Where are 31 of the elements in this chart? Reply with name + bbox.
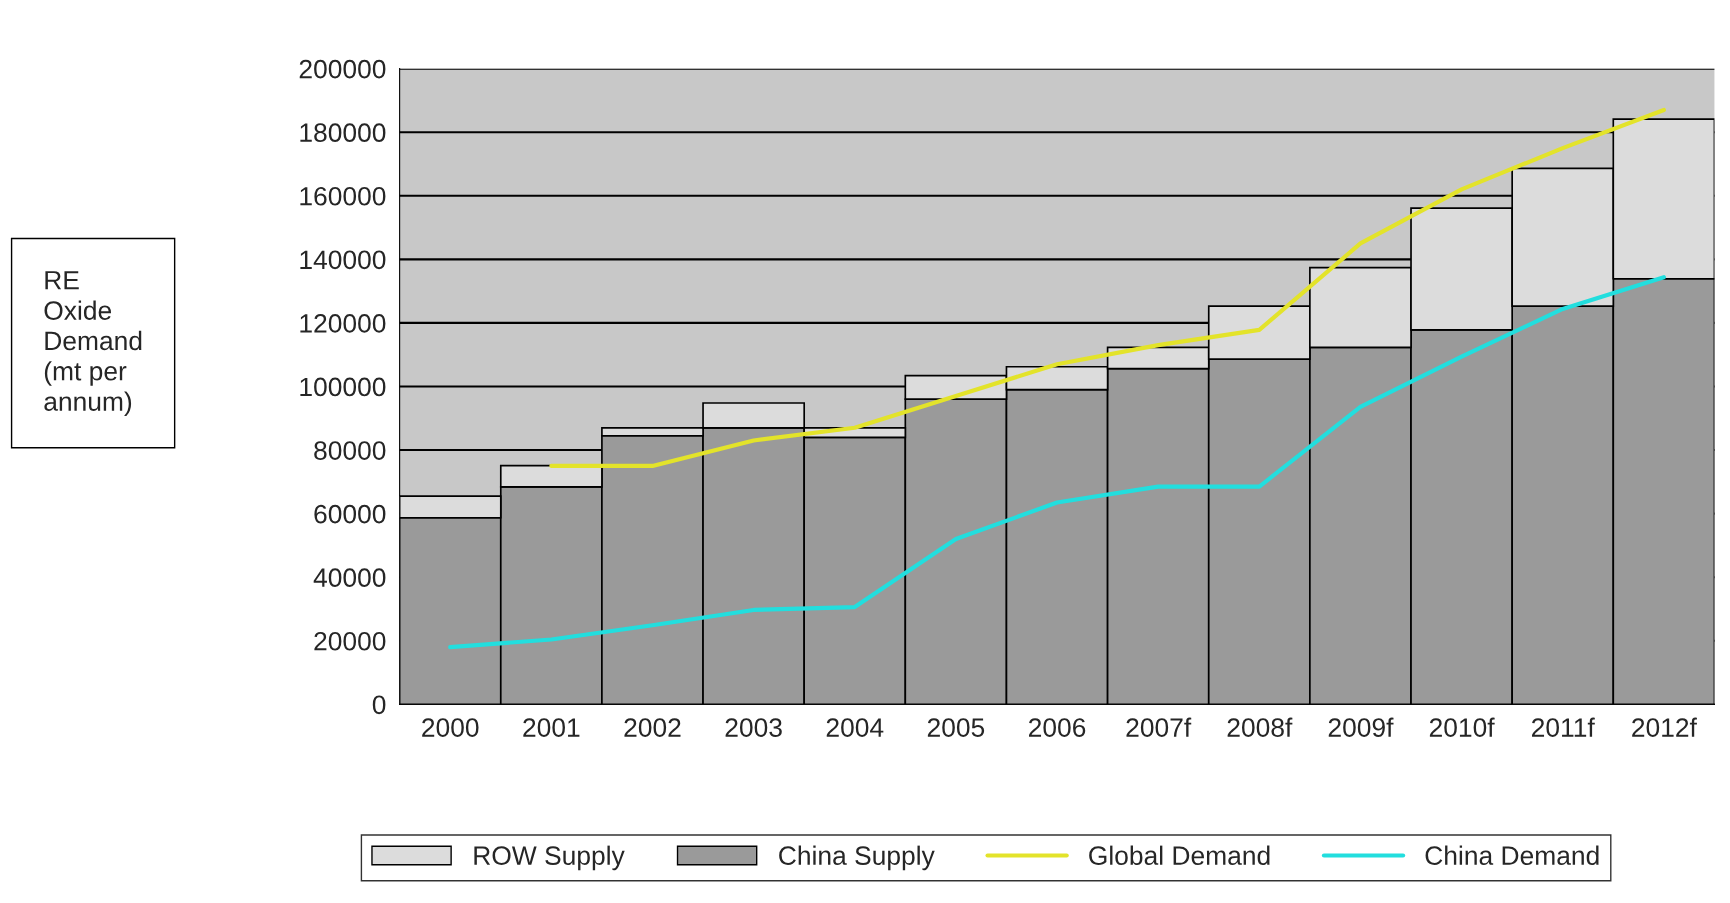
y-tick-label: 160000	[300, 186, 386, 206]
y-tick-label: 0	[372, 695, 386, 715]
x-tick-label: 2008f	[1227, 717, 1293, 737]
y-tick-label: 20000	[314, 631, 386, 651]
y-tick-label: 60000	[314, 504, 386, 524]
x-tick-label: 2007f	[1126, 717, 1192, 737]
y-tick-label: 40000	[313, 568, 386, 588]
y-tick-label: 120000	[300, 314, 386, 333]
x-tick-label: 2003	[725, 718, 782, 737]
y-tick-label: 180000	[300, 123, 386, 143]
legend-label: China Supply	[779, 845, 935, 871]
x-tick-label: 2010f	[1429, 717, 1495, 737]
x-tick-label: 2006	[1029, 718, 1086, 737]
x-tick-label: 2000	[422, 718, 479, 737]
x-tick-label: 2012f	[1632, 717, 1697, 737]
line-series	[448, 275, 1666, 650]
line-series	[549, 107, 1666, 469]
text: RE Oxide Demand (mt per annum)	[44, 271, 142, 417]
x-tick-label: 2009f	[1328, 717, 1394, 737]
legend-label: ROW Supply	[474, 845, 625, 871]
y-tick-label: 200000	[299, 59, 386, 79]
legend-label: Global Demand	[1089, 845, 1270, 865]
x-tick-label: 2002	[624, 718, 681, 737]
x-tick-label: 2004	[826, 718, 884, 737]
y-tick-label: 100000	[300, 377, 386, 397]
x-tick-label: 2005	[927, 718, 985, 737]
y-tick-label: 140000	[300, 250, 386, 270]
x-tick-label: 2011f	[1532, 717, 1595, 737]
legend-label: China Demand	[1425, 845, 1599, 865]
x-tick-label: 2001	[523, 718, 580, 737]
y-tick-label: 80000	[314, 441, 386, 460]
